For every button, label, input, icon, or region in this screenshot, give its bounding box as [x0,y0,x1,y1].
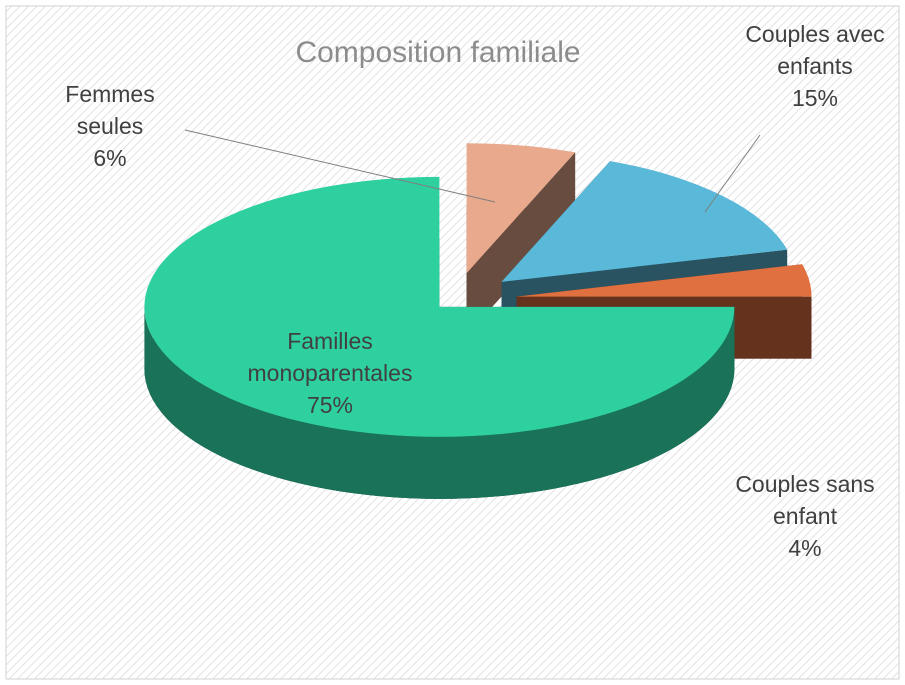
category-label: Familles monoparentales [247,328,413,386]
category-label: Couples sans enfant [735,471,875,529]
chart-title: Composition familiale [295,36,581,69]
pie-slice [144,176,735,437]
value-label: 4% [788,535,822,561]
value-label: 75% [306,392,354,418]
pie-slice [516,264,812,297]
category-label: Femmes seules [65,81,155,139]
pie-slice [466,143,576,274]
slice-label: Femmes seules 6% [40,78,180,174]
leader-line [184,129,496,203]
category-label: Couples avec enfants [745,21,885,79]
value-label: 6% [93,145,127,171]
slice-cut-face [466,152,576,336]
value-label: 15% [791,85,839,111]
leader-line [704,134,761,213]
slice-label: Familles monoparentales 75% [230,325,430,421]
slice-label: Couples avec enfants 15% [730,18,900,114]
slice-side [144,306,735,499]
pie-slice [501,161,788,282]
slice-label: Couples sans enfant 4% [720,468,890,564]
